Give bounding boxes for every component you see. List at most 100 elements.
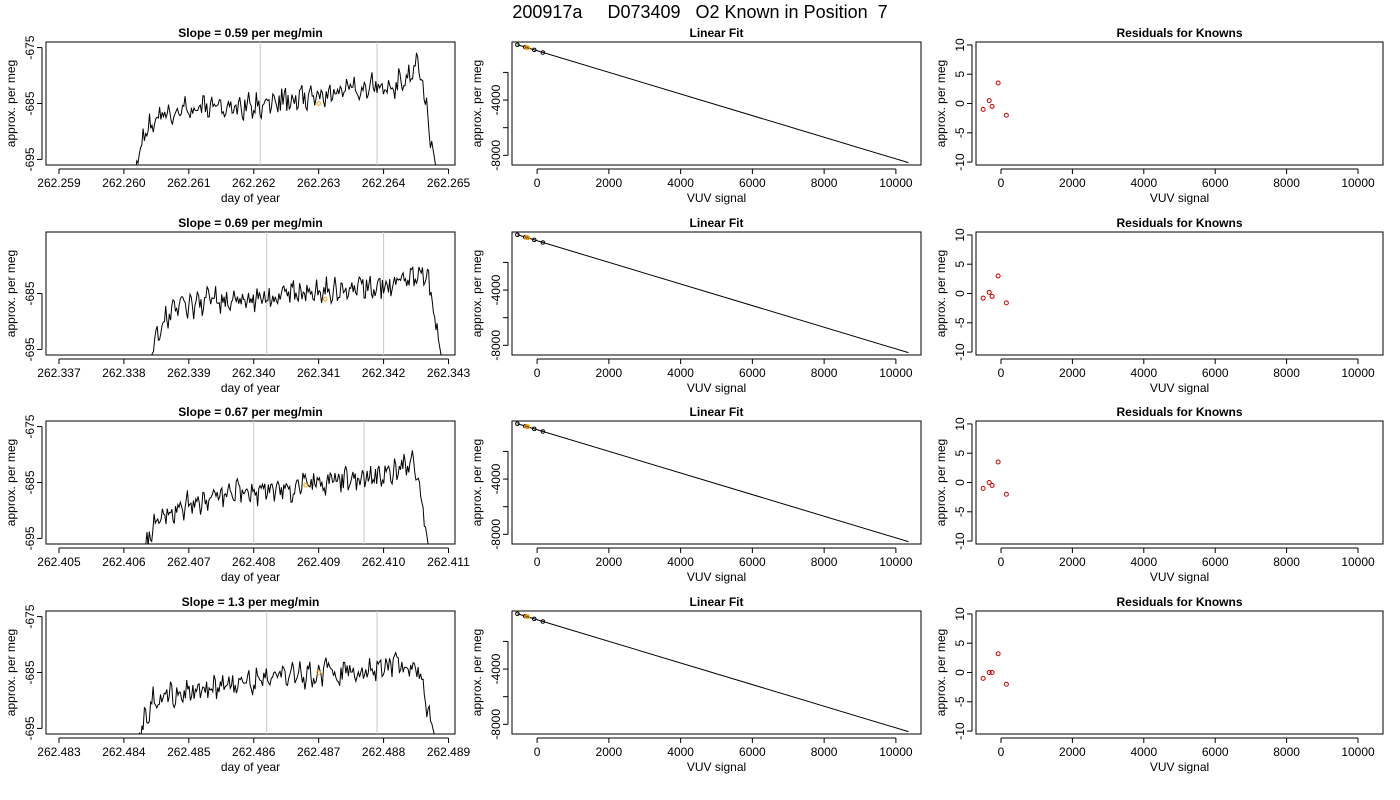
y-tick-label: -8000 <box>489 140 503 171</box>
y-tick-label: -5 <box>953 696 967 707</box>
residual-point <box>995 273 1001 279</box>
plot-frame <box>45 41 456 166</box>
data-point <box>540 50 546 55</box>
x-axis-label: VUV signal <box>687 760 746 774</box>
known-marker <box>316 670 321 675</box>
y-axis-label: approx. per meg <box>4 439 18 526</box>
residual-point <box>986 480 992 485</box>
x-tick-label: 262.343 <box>427 366 471 380</box>
y-tick-label: 5 <box>953 450 967 457</box>
y-axis-label: approx. per meg <box>934 60 948 147</box>
y-tick-label: 0 <box>953 479 967 486</box>
x-tick-label: 262.341 <box>297 366 341 380</box>
y-tick-label: 5 <box>953 71 967 78</box>
y-tick-label: -695 <box>23 716 37 740</box>
y-axis-label: approx. per meg <box>470 439 484 526</box>
plot-frame <box>975 610 1384 735</box>
x-axis-label: day of year <box>221 570 280 584</box>
x-tick-label: 6000 <box>1202 555 1229 569</box>
y-tick-label: -5 <box>953 317 967 328</box>
x-tick-label: 2000 <box>596 366 623 380</box>
y-tick-label: -685 <box>23 660 37 684</box>
y-tick-label: -4000 <box>489 653 503 684</box>
x-tick-label: 6000 <box>1202 745 1229 759</box>
panel-title: Slope = 0.67 per meg/min <box>178 405 322 419</box>
x-tick-label: 262.264 <box>362 176 406 190</box>
x-tick-label: 2000 <box>1059 366 1086 380</box>
x-tick-label: 262.407 <box>167 555 211 569</box>
x-tick-label: 6000 <box>739 555 766 569</box>
measurement-trace <box>145 450 429 544</box>
y-tick-label: -685 <box>23 281 37 305</box>
x-axis-label: VUV signal <box>1150 570 1209 584</box>
plot-frame <box>975 41 1384 166</box>
y-tick-label: 0 <box>953 669 967 676</box>
x-tick-label: 8000 <box>1273 555 1300 569</box>
x-tick-label: 262.337 <box>37 366 81 380</box>
x-axis-label: day of year <box>221 191 280 205</box>
x-tick-label: 262.406 <box>102 555 146 569</box>
y-tick-label: 5 <box>953 640 967 647</box>
x-axis-label: VUV signal <box>1150 760 1209 774</box>
y-axis-label: approx. per meg <box>4 629 18 716</box>
x-tick-label: 262.260 <box>102 176 146 190</box>
y-axis-label: approx. per meg <box>934 439 948 526</box>
x-tick-label: 262.410 <box>362 555 406 569</box>
known-point <box>525 614 531 620</box>
y-tick-label: -4000 <box>489 84 503 115</box>
x-tick-label: 4000 <box>667 555 694 569</box>
plot-area <box>515 611 909 733</box>
x-axis-label: VUV signal <box>1150 381 1209 395</box>
x-tick-label: 8000 <box>1273 745 1300 759</box>
y-axis-label: approx. per meg <box>470 629 484 716</box>
x-tick-label: 262.408 <box>232 555 276 569</box>
x-tick-label: 8000 <box>811 555 838 569</box>
residual-point <box>986 670 992 675</box>
x-tick-label: 4000 <box>1130 745 1157 759</box>
x-tick-label: 8000 <box>811 176 838 190</box>
residual-point <box>980 295 986 301</box>
x-tick-label: 0 <box>998 366 1005 380</box>
known-point <box>525 45 531 51</box>
x-tick-label: 262.339 <box>167 366 211 380</box>
x-tick-label: 6000 <box>739 745 766 759</box>
x-tick-label: 10000 <box>1341 366 1375 380</box>
x-tick-label: 262.262 <box>232 176 276 190</box>
plot-area <box>980 459 1009 497</box>
x-tick-label: 262.405 <box>37 555 81 569</box>
fit-line <box>517 613 909 733</box>
panel-4-timeseries: Slope = 1.3 per meg/min 262.483 262.484 262… <box>4 595 471 774</box>
plot-frame <box>975 420 1384 545</box>
panel-title: Slope = 0.59 per meg/min <box>178 26 322 40</box>
fit-line <box>517 44 909 164</box>
residual-point <box>989 670 995 675</box>
measurement-trace <box>135 52 436 165</box>
panel-2-timeseries: Slope = 0.69 per meg/min 262.337 262.338 26… <box>4 216 471 395</box>
residual-point <box>1003 491 1009 497</box>
y-tick-label: -5 <box>953 506 967 517</box>
x-tick-label: 6000 <box>1202 176 1229 190</box>
residual-point <box>986 98 992 104</box>
y-tick-label: -695 <box>23 526 37 550</box>
y-tick-label: 5 <box>953 261 967 268</box>
panel-3-timeseries: Slope = 0.67 per meg/min 262.405 262.406 26… <box>4 405 470 584</box>
plot-area <box>515 42 909 164</box>
plot-frame <box>511 610 922 735</box>
plot-area <box>515 232 909 354</box>
plot-frame <box>511 41 922 166</box>
panel-title: Linear Fit <box>689 405 743 419</box>
x-tick-label: 10000 <box>1341 745 1375 759</box>
x-tick-label: 4000 <box>667 745 694 759</box>
x-tick-label: 8000 <box>811 745 838 759</box>
y-tick-label: 0 <box>953 290 967 297</box>
panel-2-linear_fit: Linear Fit 0 2000 4000 6000 8000 10000 VUV sign… <box>470 216 922 395</box>
panel-title: Residuals for Knowns <box>1116 405 1242 419</box>
plot-frame <box>45 610 456 735</box>
residual-point <box>989 482 995 488</box>
y-tick-label: 10 <box>953 228 967 242</box>
x-axis-label: VUV signal <box>1150 191 1209 205</box>
y-tick-label: -5 <box>953 127 967 138</box>
residual-point <box>989 103 995 109</box>
